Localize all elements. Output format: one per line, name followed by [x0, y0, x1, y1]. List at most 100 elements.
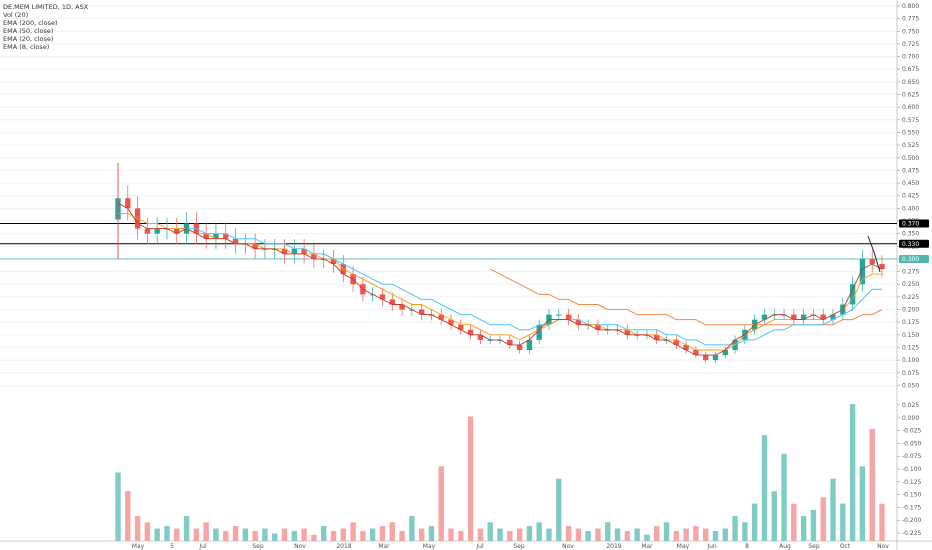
candle-body [477, 334, 484, 340]
volume-bar [781, 453, 787, 541]
volume-bar [830, 478, 836, 541]
volume-bar [546, 528, 552, 541]
candle-body [399, 304, 405, 310]
volume-bar [320, 526, 327, 541]
time-axis-label: May [677, 543, 690, 550]
legend-ema8: EMA (8, close) [3, 43, 50, 51]
volume-bar [644, 534, 650, 541]
candle-body [467, 329, 474, 335]
candle-body [311, 253, 317, 259]
volume-tick-label: -0.225 [902, 530, 922, 537]
price-tick-label: 0.475 [902, 167, 919, 174]
price-tick-label: 0.050 [902, 382, 919, 389]
chart-legend: DE.MEM LIMITED, 1D, ASX Vol (20) EMA (20… [3, 3, 88, 51]
level-badge-label: 0.330 [902, 241, 919, 248]
candle-body [820, 314, 826, 320]
volume-bar [634, 528, 640, 541]
price-tick-label: 0.650 [902, 79, 919, 86]
volume-bar [791, 503, 797, 541]
time-axis-label: Nov [877, 543, 889, 550]
volume-bar [820, 497, 826, 541]
volume-bar [164, 526, 170, 541]
price-tick-label: 0.625 [902, 92, 919, 99]
volume-bar [389, 522, 395, 541]
candle-body [869, 258, 875, 264]
candle-body [438, 314, 444, 320]
volume-bar [693, 526, 699, 541]
price-tick-label: 0.400 [902, 205, 919, 212]
volume-bar [487, 522, 493, 541]
candle-body [565, 314, 572, 320]
volume-bar [448, 528, 454, 541]
candle-body [575, 319, 582, 325]
volume-bar [526, 526, 533, 541]
candle-body [507, 339, 513, 345]
candle-body [624, 329, 631, 335]
price-tick-label: 0.250 [902, 281, 919, 288]
candle-body [781, 314, 787, 316]
level-badge-label: 0.300 [902, 256, 919, 263]
volume-bar [771, 491, 777, 541]
candle-body [330, 258, 337, 264]
price-tick-label: 0.450 [902, 180, 919, 187]
volume-bar [418, 528, 425, 541]
volume-bar [507, 531, 513, 541]
price-tick-label: 0.275 [902, 269, 919, 276]
candle-body [516, 344, 523, 350]
volume-bar [291, 531, 298, 541]
volume-bar [742, 522, 748, 541]
price-tick-label: 0.175 [902, 319, 919, 326]
price-tick-label: 0.550 [902, 129, 919, 136]
time-axis-label: May [423, 543, 436, 550]
time-axis-label: Nov [294, 543, 306, 550]
time-axis-label: Sep [252, 543, 264, 550]
volume-bar [477, 528, 484, 541]
volume-bar [585, 531, 591, 541]
volume-bar [125, 491, 131, 541]
volume-bar [536, 522, 542, 541]
ema50-line [176, 228, 882, 346]
time-axis-label: 2019 [606, 543, 621, 550]
candle-body [379, 294, 386, 300]
time-axis-label: May [132, 543, 145, 550]
volume-bar [232, 526, 239, 541]
legend-ema20: EMA (20, close) [3, 35, 54, 43]
volume-bar [732, 516, 738, 541]
volume-bar [311, 534, 317, 541]
volume-bar [556, 478, 562, 541]
price-axis-panel [897, 0, 932, 550]
time-axis-label: Sep [513, 543, 525, 550]
volume-bar [849, 404, 856, 541]
volume-bar [673, 531, 680, 541]
volume-bar [761, 435, 768, 541]
candle-body [605, 329, 611, 331]
candle-body [693, 350, 699, 356]
price-tick-label: 0.800 [902, 3, 919, 10]
volume-bar [810, 509, 817, 541]
legend-title: DE.MEM LIMITED, 1D, ASX [3, 3, 89, 11]
candle-body [536, 324, 542, 340]
legend-ema50: EMA (50, close) [3, 27, 54, 35]
volume-bar [183, 516, 190, 541]
candle-body [281, 248, 288, 254]
price-tick-label: 0.725 [902, 41, 919, 48]
volume-tick-label: -0.125 [902, 479, 922, 486]
price-tick-label: 0.775 [902, 16, 919, 23]
candle-body [644, 334, 650, 336]
time-axis-label: 5 [170, 543, 174, 550]
candle-body [859, 258, 866, 285]
volume-bar [497, 528, 503, 541]
time-axis-label: Oct [840, 543, 851, 550]
ema8-line [117, 202, 883, 356]
volume-bar [605, 522, 611, 541]
volume-bar [301, 528, 307, 541]
candle-body [448, 319, 454, 325]
time-axis-label: Aug [779, 543, 791, 550]
level-badge [899, 219, 929, 228]
price-tick-label: 0.100 [902, 357, 919, 364]
volume-tick-label: -0.150 [902, 492, 922, 499]
candle-body [849, 284, 856, 305]
price-tick-label: 0.750 [902, 28, 919, 35]
time-axis-label: Jul [475, 543, 484, 550]
